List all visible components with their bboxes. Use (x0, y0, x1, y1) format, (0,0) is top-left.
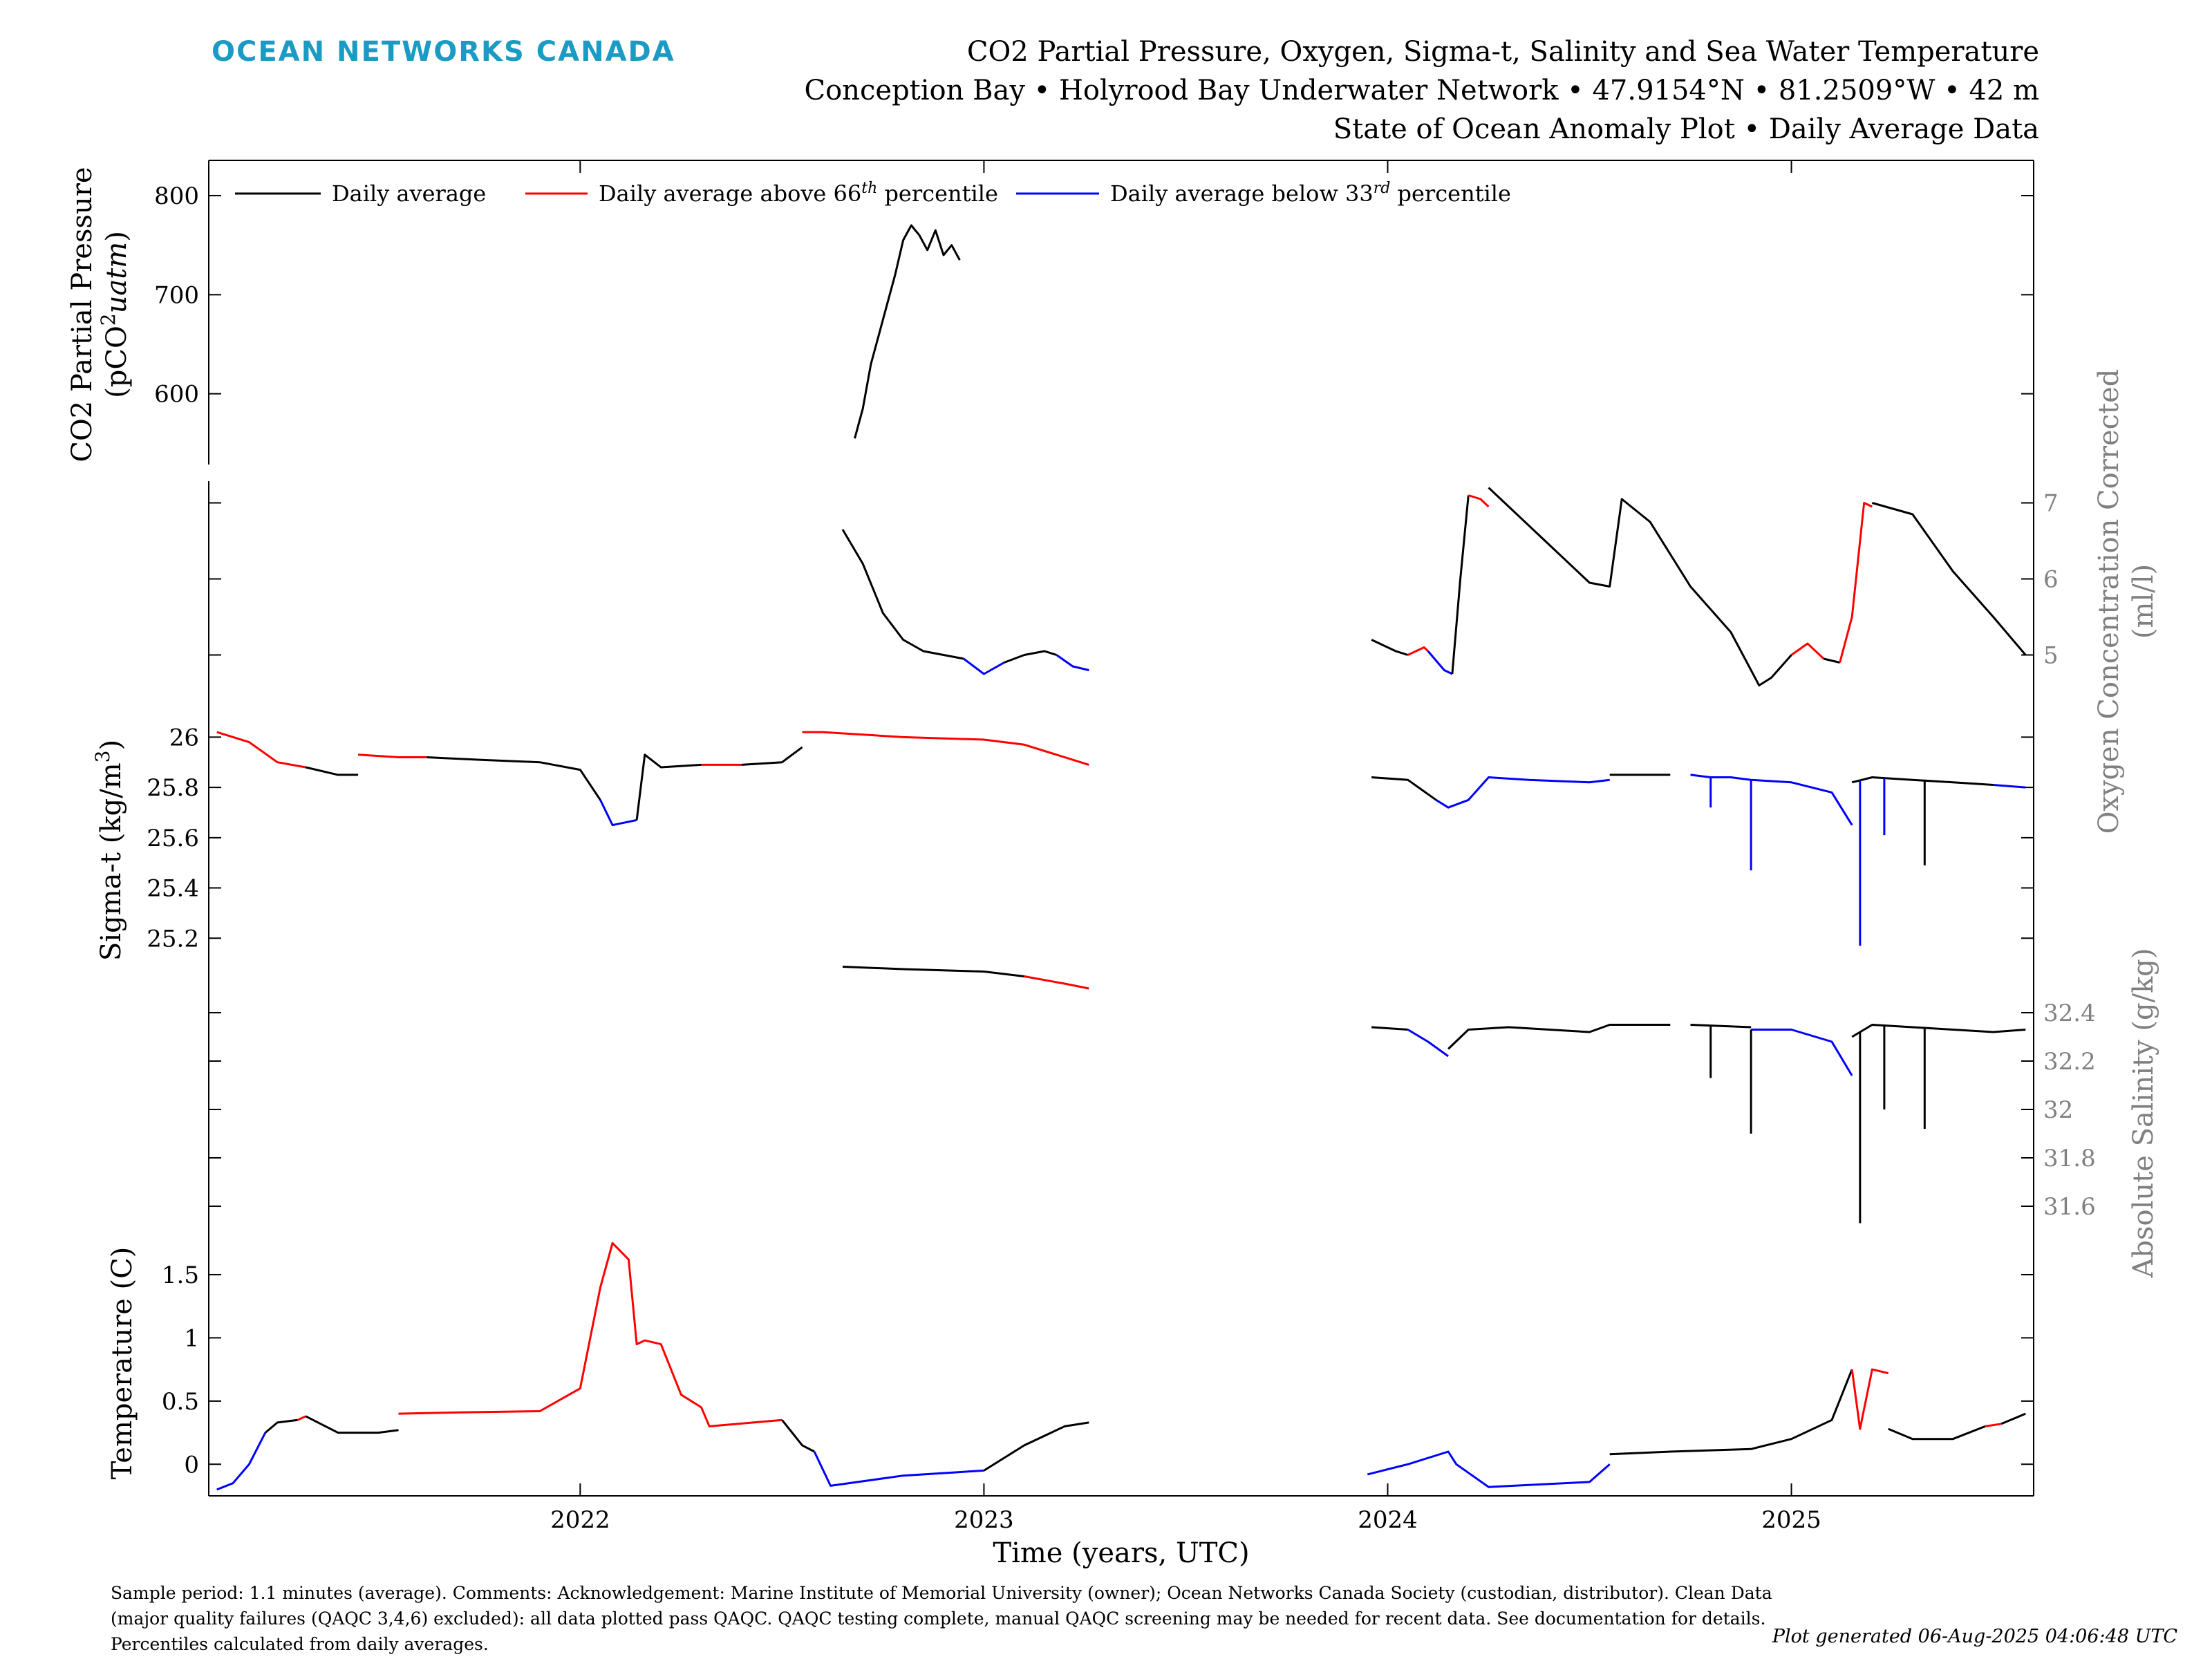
series-line-normal (1851, 1024, 2026, 1038)
series-line-normal (305, 766, 359, 776)
y-tick-label: 32.4 (2043, 1000, 2096, 1027)
legend-above-66th-label: Daily average above 66th percentile (599, 180, 998, 207)
y-axis-label-co2: CO2 Partial Pressure (66, 167, 98, 462)
series-line-below (216, 1432, 267, 1491)
y-tick-label: 800 (154, 182, 199, 210)
y-tick-label: 32.2 (2043, 1048, 2096, 1076)
series-line-below (1993, 784, 2026, 789)
series-line-above (1790, 642, 1825, 660)
series-line-normal (1447, 1024, 1671, 1050)
chart-title-line1: CO2 Partial Pressure, Oxygen, Sigma-t, S… (966, 36, 2039, 68)
series-line-above (1468, 494, 1490, 508)
y-tick-label: 0 (184, 1451, 199, 1479)
series-line-below (1427, 650, 1453, 675)
series-line-normal (841, 529, 964, 660)
series-line-normal (1371, 776, 1437, 801)
series-line-below (1056, 654, 1089, 671)
y-tick-label: 25.4 (147, 875, 199, 903)
y-axis-label-oxygen: Oxygen Concentration Corrected (2093, 369, 2125, 834)
series-line-above (358, 753, 427, 758)
series-line-normal (1609, 1369, 1853, 1456)
chart-title-line2: Conception Bay • Holyrood Bay Underwater… (804, 75, 2039, 106)
series-line-normal (1823, 657, 1840, 664)
series-line-below (1407, 1029, 1449, 1058)
x-axis-label: Time (years, UTC) (993, 1537, 1249, 1569)
series-line-normal (635, 753, 702, 821)
series-line-normal (1004, 650, 1057, 664)
series-line-below (963, 657, 1005, 675)
y-tick-label: 1.5 (162, 1262, 199, 1289)
y-tick-label: 25.8 (147, 774, 199, 802)
series-line-normal (1851, 776, 1994, 786)
series-line-above (297, 1415, 306, 1421)
y-tick-label: 32 (2043, 1096, 2073, 1124)
x-tick-label: 2023 (954, 1506, 1014, 1534)
series-line-normal (854, 224, 961, 439)
legend-below-33rd-label: Daily average below 33rd percentile (1110, 180, 1511, 207)
y-tick-label: 25.2 (147, 925, 199, 953)
series-line-above (1407, 646, 1429, 656)
series-line-below (1690, 774, 1853, 826)
series-line-normal (1451, 495, 1470, 675)
y-tick-label: 1 (184, 1324, 199, 1352)
series-line-normal (1871, 502, 2027, 656)
series-line-above (398, 1241, 782, 1427)
y-axis-label-oxygen-units: (ml/l) (2128, 564, 2159, 639)
series-line-below (1751, 1029, 1853, 1076)
y-tick-label: 31.6 (2043, 1193, 2096, 1221)
x-tick-label: 2022 (550, 1506, 610, 1534)
series-line-normal (2000, 1412, 2026, 1425)
legend-daily-average-label: Daily average (332, 180, 486, 207)
y-tick-label: 31.8 (2043, 1145, 2096, 1172)
y-tick-label: 26 (169, 724, 199, 751)
series-line-normal (1371, 1026, 1408, 1031)
series-line-normal (842, 966, 1024, 977)
x-tick-label: 2025 (1761, 1506, 1821, 1534)
chart-title-line3: State of Ocean Anomaly Plot • Daily Aver… (1333, 113, 2039, 145)
series-line-normal (1690, 1024, 1752, 1029)
footer-notes: Sample period: 1.1 minutes (average). Co… (111, 1583, 1772, 1654)
brand-logo-text: OCEAN NETWORKS CANADA (212, 36, 675, 68)
series-line-normal (305, 1415, 399, 1434)
series-line-normal (1888, 1425, 1986, 1441)
series-line-below (1367, 1450, 1611, 1488)
series-line-normal (427, 756, 601, 801)
series-line-above (1985, 1423, 2002, 1427)
series-line-below (599, 799, 637, 827)
y-tick-label: 700 (154, 281, 199, 309)
series-line-normal (983, 1421, 1089, 1472)
y-tick-label: 0.5 (162, 1388, 199, 1416)
series-line-below (1435, 776, 1610, 809)
series-line-below (813, 1451, 984, 1487)
y-axis-label-salinity: Absolute Salinity (g/kg) (2128, 948, 2159, 1278)
x-tick-label: 2024 (1358, 1506, 1418, 1534)
y-axis-label-sigma-t: Sigma-t (kg/m3) (91, 740, 128, 961)
series-line-normal (1371, 639, 1409, 656)
series-line-normal (781, 1419, 815, 1453)
y-tick-label: 6 (2043, 566, 2059, 594)
y-tick-label: 600 (154, 381, 199, 409)
series-line-above (802, 731, 1089, 766)
y-tick-label: 7 (2043, 490, 2059, 518)
series-line-above (1839, 502, 1873, 663)
y-axis-label-temperature: Temperature (C) (106, 1247, 138, 1480)
series-line-normal (1488, 487, 1792, 686)
y-axis-label-co2-units: (pCO2uatm) (97, 231, 133, 398)
series-line-normal (264, 1418, 298, 1434)
plot-generated-timestamp: Plot generated 06-Aug-2025 04:06:48 UTC (1772, 1626, 2177, 1647)
series-line-above (1024, 975, 1089, 990)
series-line-above (1850, 1368, 1889, 1430)
series-line-normal (741, 746, 803, 766)
y-tick-label: 5 (2043, 642, 2059, 670)
axis-gap (207, 465, 211, 481)
series-line-above (216, 731, 306, 769)
y-tick-label: 25.6 (147, 825, 199, 852)
